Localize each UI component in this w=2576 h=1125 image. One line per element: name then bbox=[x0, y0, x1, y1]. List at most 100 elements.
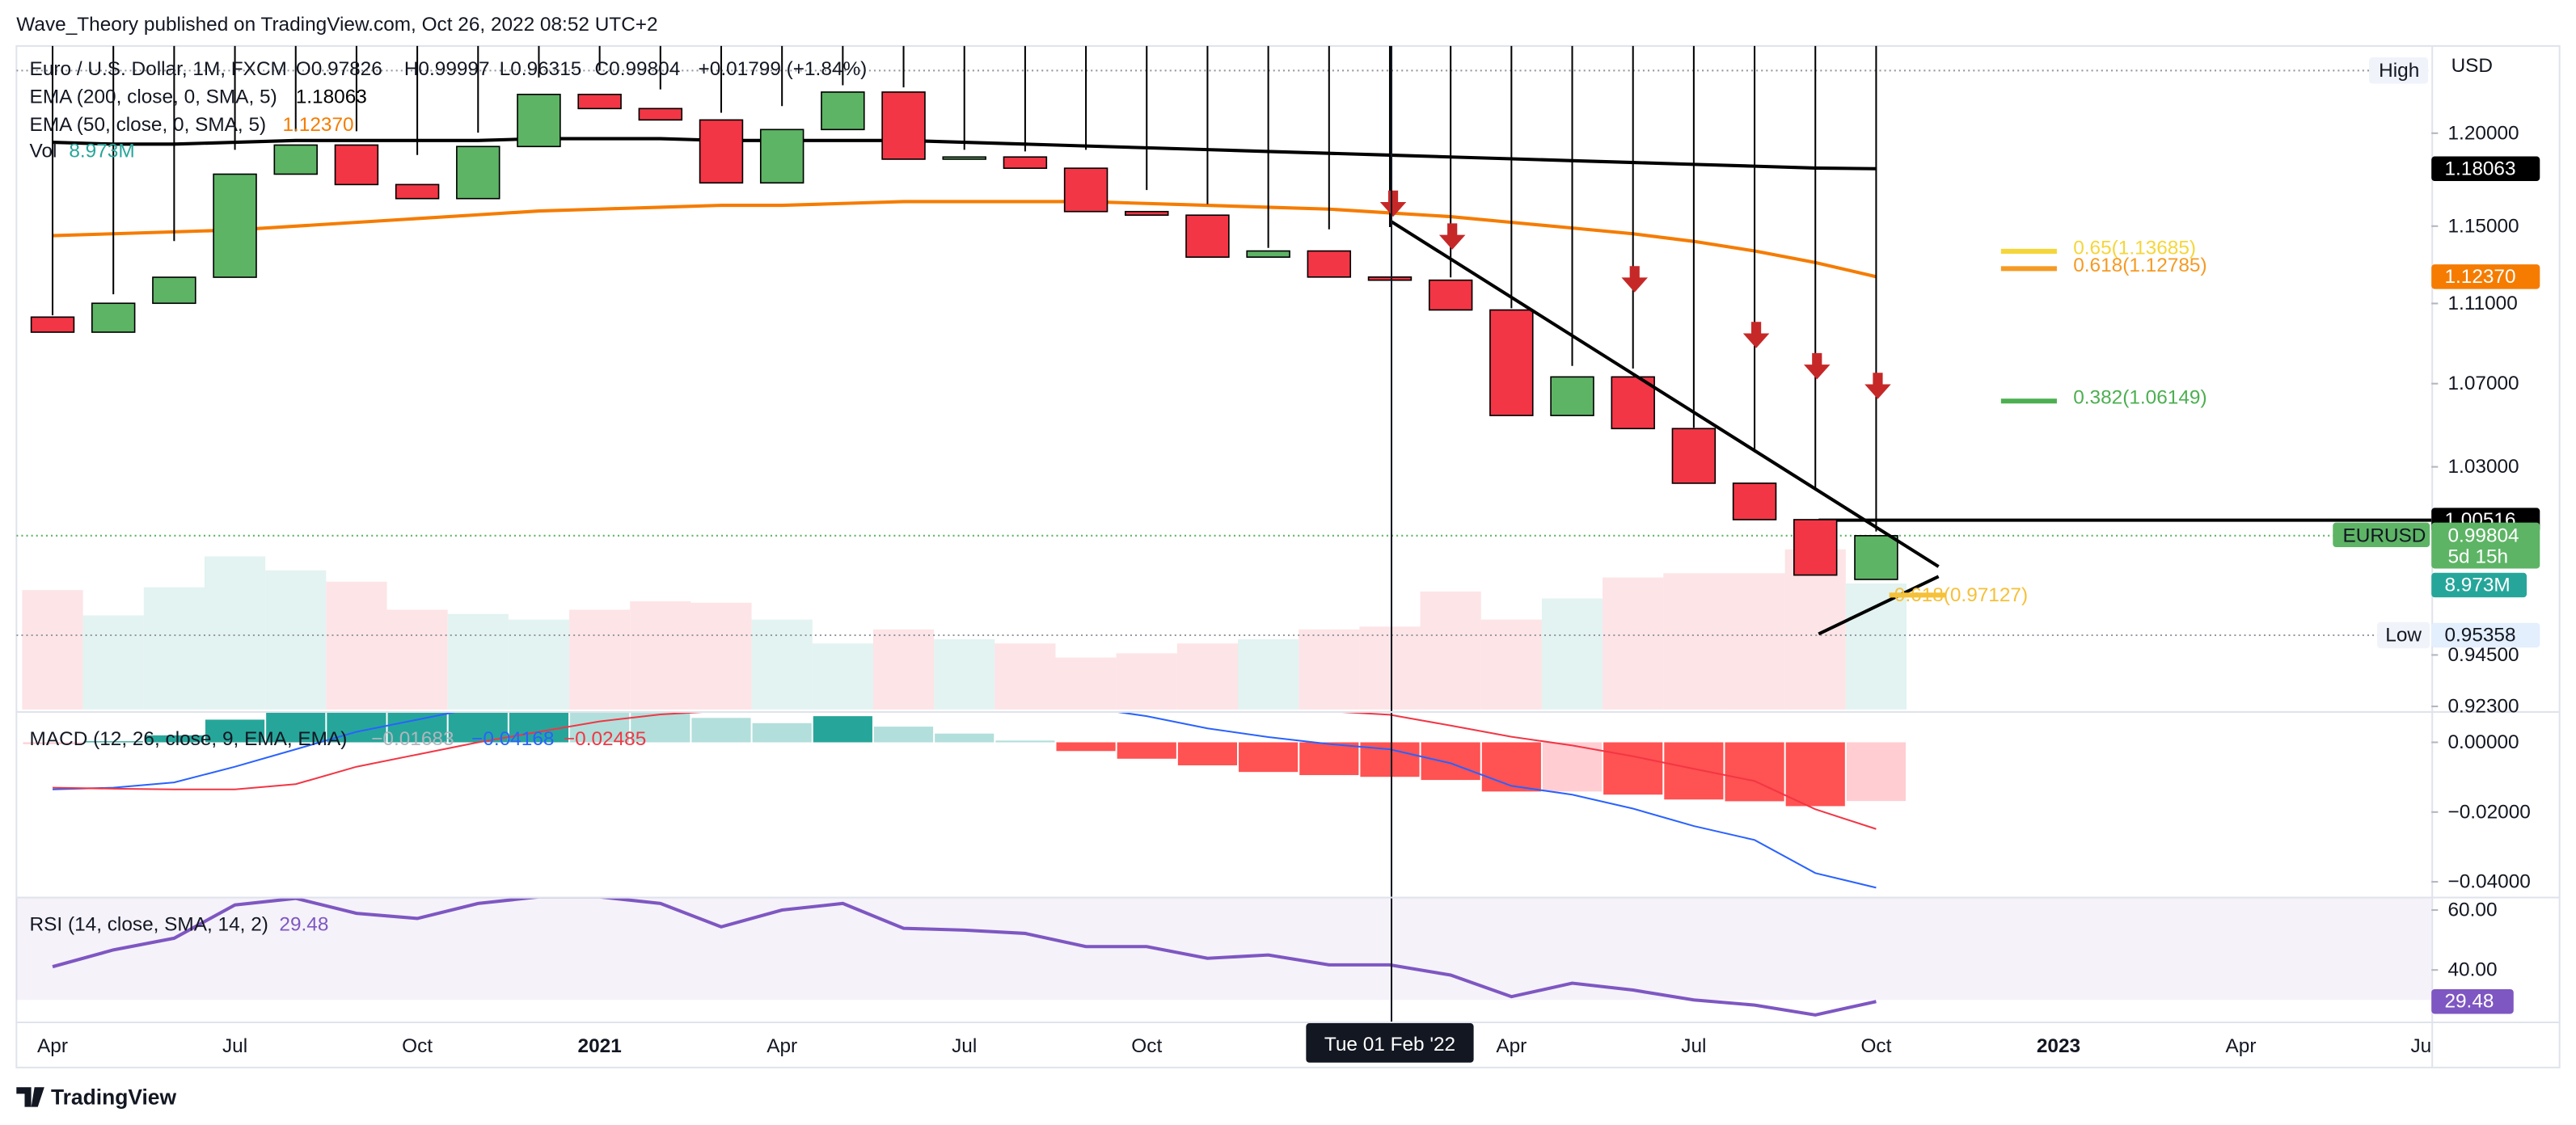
rsi-tag: 29.48 bbox=[2444, 991, 2494, 1013]
volume-bar bbox=[82, 615, 144, 710]
candle-body bbox=[273, 144, 318, 175]
x-tick-label: Oct bbox=[1131, 1035, 1162, 1057]
volume-bar bbox=[265, 570, 327, 710]
volume-bar bbox=[630, 601, 691, 710]
x-tick-label: Jul bbox=[1681, 1035, 1706, 1057]
volume-bar bbox=[386, 609, 448, 710]
candle-body bbox=[1854, 535, 1898, 580]
macd-histogram-bar bbox=[752, 723, 812, 743]
candle-body bbox=[1367, 276, 1413, 281]
y-tick-label: 1.07000 bbox=[2448, 373, 2519, 394]
down-arrow bbox=[1864, 373, 1891, 399]
volume-bar bbox=[569, 609, 631, 710]
countdown: 5d 15h bbox=[2448, 546, 2509, 568]
ema-legend-value: 1.12370 bbox=[282, 114, 353, 136]
crosshair-label-bg bbox=[1306, 1023, 1474, 1063]
rsi-legend-value: 29.48 bbox=[279, 914, 328, 936]
volume-tag-bg bbox=[2431, 572, 2527, 598]
legend: Euro / U.S. Dollar, 1M, FXCM O0.97826 H0… bbox=[30, 58, 868, 936]
trend-line bbox=[1818, 575, 1940, 636]
volume-bar bbox=[1420, 591, 1481, 710]
candle-body bbox=[638, 107, 683, 121]
volume-bar bbox=[204, 556, 266, 710]
x-tick-label: Jul bbox=[222, 1035, 247, 1057]
main-pane bbox=[16, 45, 2432, 710]
ohlc-high: H0.99997 bbox=[404, 58, 490, 80]
macd-histogram-bar bbox=[935, 733, 995, 743]
trend-line bbox=[1390, 220, 1940, 568]
candle-body bbox=[942, 156, 986, 160]
volume-bar bbox=[995, 643, 1056, 710]
symbol-title: Euro / U.S. Dollar, 1M, FXCM bbox=[30, 58, 287, 80]
volume-bar bbox=[1238, 638, 1299, 710]
ema-tag: 1.12370 bbox=[2444, 266, 2515, 288]
macd-histogram-bar bbox=[813, 716, 872, 743]
symbol-tag-bg bbox=[2333, 522, 2430, 548]
y-tick-label: 40.00 bbox=[2448, 959, 2498, 981]
fib-label: 0.65(1.13685) bbox=[2073, 237, 2196, 259]
macd-line bbox=[53, 712, 1877, 830]
price-axis: 1.20000 1.15000 1.11000 1.07000 1.03000 0.945… bbox=[2333, 57, 2540, 1014]
x-tick-label: Oct bbox=[1860, 1035, 1891, 1057]
x-tick-label: Oct bbox=[402, 1035, 433, 1057]
macd-histogram-bar bbox=[1239, 742, 1299, 773]
volume-bar bbox=[1541, 598, 1603, 710]
signal-value: −0.02485 bbox=[564, 728, 646, 750]
candle-body bbox=[30, 316, 75, 333]
candle-body bbox=[91, 302, 136, 333]
macd-histogram-bar bbox=[631, 712, 690, 743]
down-arrow bbox=[1804, 352, 1831, 380]
macd-line bbox=[52, 712, 1877, 889]
volume-bar bbox=[812, 643, 873, 710]
volume-bar bbox=[1603, 577, 1664, 710]
candle-body bbox=[1671, 428, 1717, 484]
macd-histogram-bar bbox=[205, 719, 265, 743]
rsi-pane bbox=[16, 898, 2432, 1017]
low-tag: 0.95358 bbox=[2444, 624, 2515, 646]
down-arrow bbox=[1438, 223, 1466, 250]
y-tick-label: −0.04000 bbox=[2448, 871, 2531, 893]
y-tick-label: 60.00 bbox=[2448, 900, 2498, 921]
volume-bar bbox=[934, 638, 995, 710]
low-tag-bg bbox=[2431, 622, 2540, 648]
volume-bar bbox=[1663, 573, 1725, 710]
candle-body bbox=[1246, 250, 1290, 258]
macd-histogram-bar bbox=[1725, 742, 1784, 802]
candle-body bbox=[759, 129, 804, 184]
x-tick-label: Apr bbox=[1496, 1035, 1527, 1057]
macd-histogram-bar bbox=[387, 712, 447, 743]
x-tick-label: Apr bbox=[2226, 1035, 2257, 1057]
volume-bar bbox=[1784, 549, 1846, 710]
x-tick-label: 2023 bbox=[2037, 1035, 2080, 1057]
logo bbox=[16, 1087, 44, 1107]
candle-body bbox=[821, 91, 865, 131]
macd-histogram-bar bbox=[1603, 742, 1663, 795]
fib-label: 0.618(1.12785) bbox=[2073, 255, 2206, 276]
candle-body bbox=[1003, 156, 1048, 169]
volume-bar bbox=[1176, 643, 1239, 710]
y-tick-label: 1.11000 bbox=[2448, 293, 2518, 314]
time-axis: Apr Jul Oct 2021 Apr Jul Oct Tue 01 Feb '22 Apr J… bbox=[37, 1023, 2431, 1063]
down-arrow bbox=[1742, 322, 1770, 348]
volume-bar bbox=[143, 587, 205, 710]
ohlc-change: +0.01799 (+1.84%) bbox=[699, 58, 868, 80]
macd-histogram-bar bbox=[1542, 742, 1603, 792]
down-arrow bbox=[1379, 190, 1407, 217]
x-tick-label: 2021 bbox=[578, 1035, 622, 1057]
rsi-band bbox=[16, 898, 2432, 1001]
volume-tag: 8.973M bbox=[2444, 574, 2510, 596]
volume-bar bbox=[447, 613, 509, 710]
volume-bar bbox=[872, 629, 935, 710]
publisher-line: Wave_Theory published on TradingView.com… bbox=[16, 14, 657, 36]
x-tick-label: Apr bbox=[766, 1035, 797, 1057]
macd-histogram-bar bbox=[1664, 742, 1724, 800]
down-arrow bbox=[1621, 266, 1648, 293]
y-tick-label: −0.02000 bbox=[2448, 801, 2531, 823]
high-label: High bbox=[2379, 60, 2419, 82]
last-tag-bg bbox=[2431, 522, 2540, 569]
ohlc-low: L0.96315 bbox=[500, 58, 582, 80]
low-label: Low bbox=[2385, 624, 2422, 646]
footer-brand: TradingView bbox=[51, 1085, 177, 1109]
currency: USD bbox=[2451, 55, 2493, 77]
volume-bar bbox=[326, 581, 387, 710]
